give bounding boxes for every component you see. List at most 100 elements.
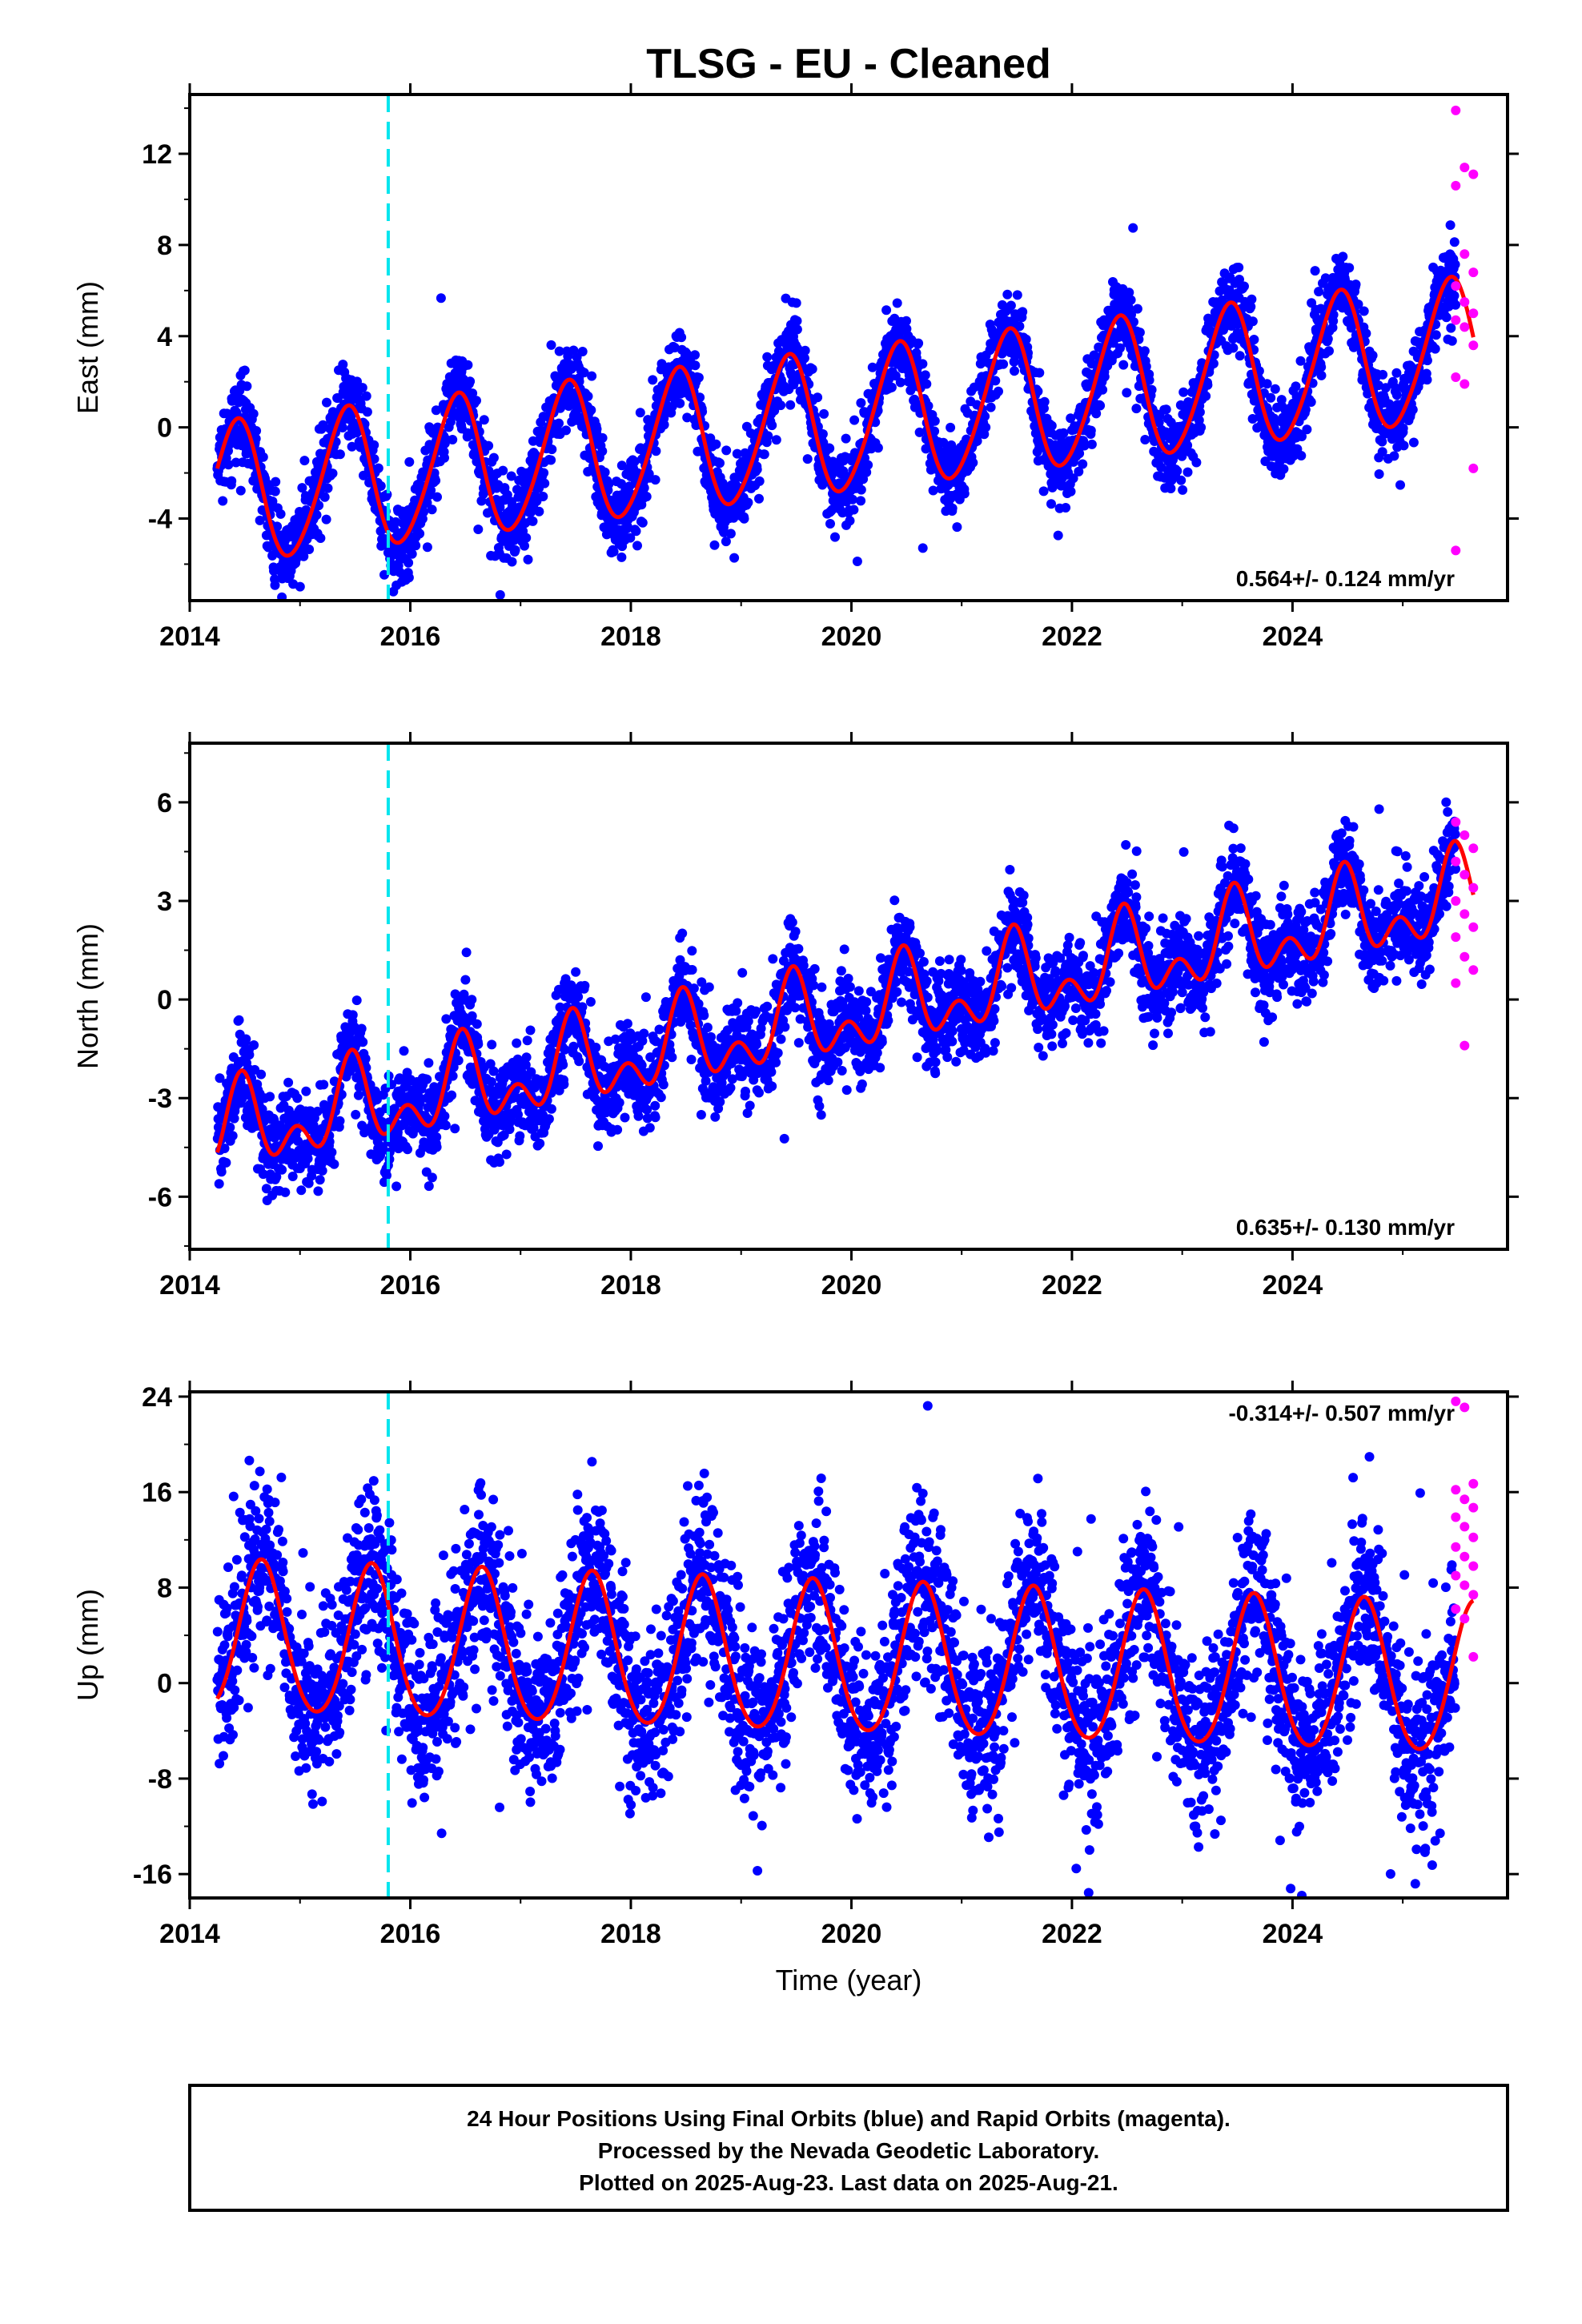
data-point <box>1178 485 1188 495</box>
data-point <box>404 573 414 583</box>
data-point <box>909 394 920 404</box>
data-point <box>311 510 322 520</box>
data-point <box>800 345 810 356</box>
data-point <box>221 1157 231 1168</box>
data-point <box>1234 263 1244 272</box>
data-point <box>463 360 473 370</box>
data-point <box>453 1055 464 1066</box>
data-point <box>721 445 732 456</box>
data-point <box>404 456 415 467</box>
data-point <box>561 425 571 436</box>
data-point <box>739 513 749 524</box>
data-point <box>336 1089 347 1100</box>
data-point <box>725 529 736 539</box>
data-point <box>347 1010 358 1020</box>
data-point <box>1012 290 1022 300</box>
data-point <box>265 1092 275 1102</box>
data-point <box>441 1014 452 1024</box>
data-point <box>1122 388 1132 398</box>
data-point <box>539 468 549 478</box>
data-point <box>825 519 835 529</box>
data-point <box>1367 350 1378 360</box>
data-point <box>510 545 520 555</box>
data-point <box>1279 464 1289 474</box>
data-point <box>1431 330 1441 340</box>
data-point <box>721 537 731 547</box>
data-point <box>752 464 762 475</box>
data-point <box>1249 335 1259 344</box>
data-point <box>546 340 556 350</box>
data-point <box>1046 420 1057 431</box>
data-point <box>1451 300 1460 310</box>
data-point <box>980 411 990 421</box>
data-point <box>1239 281 1249 292</box>
data-point <box>486 1076 496 1087</box>
data-point <box>792 316 802 326</box>
data-point <box>239 365 250 376</box>
data-point <box>447 1090 457 1100</box>
data-point <box>1377 436 1387 447</box>
data-point <box>448 1071 458 1081</box>
plot-frame <box>188 93 1509 602</box>
data-point <box>351 995 362 1006</box>
data-point <box>1228 343 1239 353</box>
rapid-point <box>1451 545 1461 556</box>
data-point <box>255 515 265 525</box>
data-point <box>528 516 538 526</box>
data-point <box>637 517 648 528</box>
data-point <box>237 1093 247 1104</box>
data-point <box>547 444 557 455</box>
data-point <box>802 454 813 464</box>
data-point <box>1002 289 1013 300</box>
data-point <box>928 485 938 496</box>
data-point <box>856 398 866 408</box>
data-point <box>498 465 508 476</box>
data-point <box>283 1077 294 1088</box>
data-point <box>422 542 432 553</box>
y-tick-label: 0 <box>157 413 172 444</box>
data-point <box>632 541 642 551</box>
data-point <box>1203 380 1213 390</box>
data-point <box>990 376 1001 386</box>
rapid-point <box>1468 267 1479 278</box>
data-point <box>520 1059 531 1070</box>
data-point <box>641 492 652 502</box>
data-point <box>407 549 417 559</box>
data-point <box>1296 451 1307 460</box>
rapid-orbit-points <box>1451 105 1479 556</box>
data-point <box>432 492 442 502</box>
data-point <box>1079 440 1090 451</box>
data-point <box>258 1169 268 1180</box>
data-point <box>495 589 505 600</box>
data-point <box>1038 486 1049 497</box>
data-point <box>291 1152 301 1163</box>
data-point <box>299 456 310 466</box>
data-point <box>526 1067 536 1077</box>
data-point <box>1134 328 1145 338</box>
data-point <box>522 1035 532 1046</box>
data-point <box>506 471 516 481</box>
data-point <box>460 975 471 985</box>
data-point <box>807 364 817 374</box>
data-point <box>459 1011 469 1022</box>
data-point <box>422 497 432 508</box>
data-point <box>771 435 781 445</box>
data-point <box>1006 300 1016 311</box>
data-point <box>1316 362 1327 372</box>
data-point <box>1182 440 1193 451</box>
data-point <box>1086 439 1097 449</box>
data-point <box>813 392 823 403</box>
rapid-point <box>1468 340 1479 351</box>
data-point <box>440 452 449 463</box>
data-point <box>1014 321 1025 332</box>
data-point <box>675 398 685 408</box>
data-point <box>271 1172 282 1182</box>
data-point <box>248 408 259 419</box>
data-point <box>867 362 877 372</box>
data-point <box>271 476 281 487</box>
data-point <box>251 426 262 436</box>
data-point <box>223 460 234 470</box>
data-point <box>1441 312 1452 323</box>
